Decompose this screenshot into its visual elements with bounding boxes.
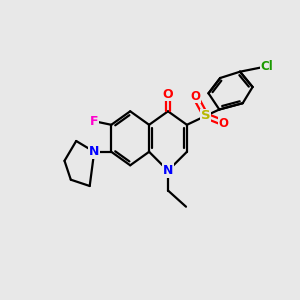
- Text: Cl: Cl: [261, 60, 273, 73]
- Text: S: S: [201, 109, 211, 122]
- Text: O: O: [163, 88, 173, 101]
- Text: O: O: [219, 116, 229, 130]
- Text: F: F: [90, 115, 98, 128]
- Text: O: O: [190, 89, 200, 103]
- Text: N: N: [163, 164, 173, 177]
- Text: N: N: [89, 145, 99, 158]
